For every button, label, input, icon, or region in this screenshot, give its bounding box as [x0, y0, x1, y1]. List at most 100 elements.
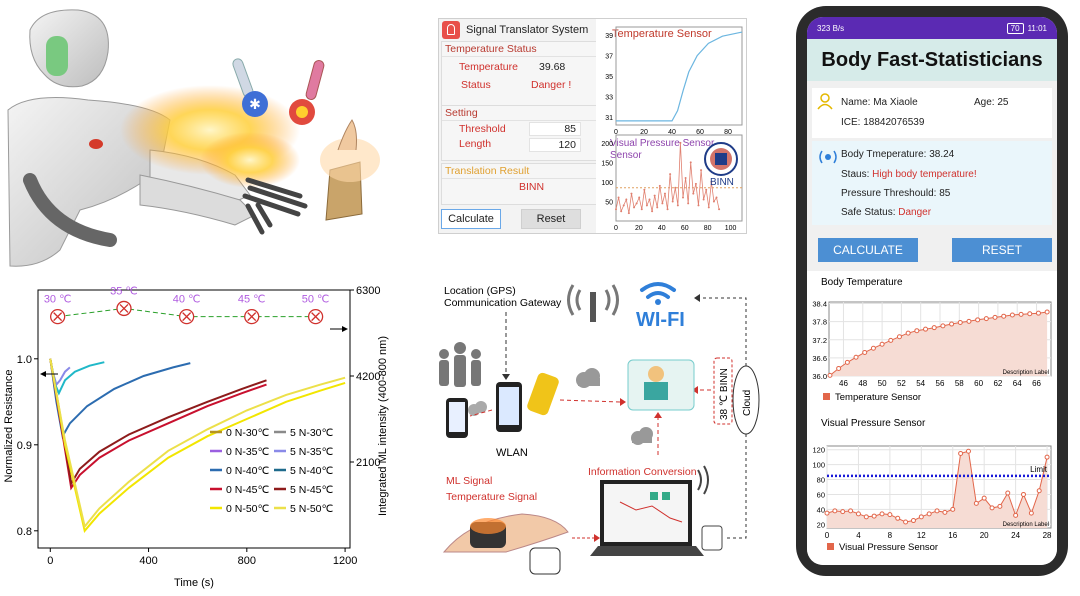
x-tick-label: 50	[878, 379, 887, 388]
pressure-threshold-value: 85	[939, 188, 951, 199]
temp-chart-title: Temperature Sensor	[612, 28, 712, 40]
x-tick-label: 52	[897, 379, 906, 388]
svg-text:✱: ✱	[249, 96, 261, 112]
temperature-marker-label: 30 ℃	[44, 294, 72, 306]
data-point	[934, 508, 940, 514]
pressure-point	[645, 204, 648, 207]
legend-label: 0 N-40℃	[226, 465, 270, 477]
x-tick-label: 60	[696, 129, 704, 136]
status-card: Body Tmeperature: 38.24 Staus: High body…	[812, 141, 1052, 225]
pressure-point	[687, 202, 690, 205]
x-tick-label: 46	[839, 379, 848, 388]
pressure-point	[702, 198, 705, 201]
legend-label: 0 N-30℃	[226, 427, 270, 439]
y2-tick-label: 4200	[356, 371, 380, 383]
data-point	[855, 511, 861, 517]
calculate-button[interactable]: Calculate	[441, 209, 501, 229]
data-point	[1001, 313, 1007, 319]
data-point	[981, 495, 987, 501]
x-tick-label: 40	[658, 225, 666, 232]
temperature-marker-cross	[311, 312, 321, 322]
staus-value: High body temperature!	[872, 169, 977, 180]
data-point	[844, 359, 850, 365]
data-point	[827, 372, 833, 378]
data-point	[848, 508, 854, 514]
temperature-value: 39.68	[539, 61, 566, 73]
legend-label: 5 N-40℃	[290, 465, 334, 477]
legend-swatch	[827, 543, 834, 550]
temperature-marker-cross	[119, 303, 129, 313]
translation-value: BINN	[519, 181, 545, 193]
signal-waves-icon	[697, 465, 709, 495]
x-tick-label: 400	[139, 555, 157, 567]
data-point	[871, 513, 877, 519]
calculate-button[interactable]: CALCULATE	[818, 238, 918, 262]
y-tick-label: 37.2	[812, 336, 827, 345]
data-point	[942, 509, 948, 515]
x-tick-label: 48	[858, 379, 867, 388]
pressure-threshold-label: Pressure Threshould:	[841, 188, 937, 199]
y-tick-label: 33	[605, 94, 613, 101]
x-tick-label: 60	[681, 225, 689, 232]
legend-label: 5 N-50℃	[290, 503, 334, 515]
x-tick-label: 0	[614, 129, 618, 136]
length-input[interactable]: 120	[529, 138, 581, 152]
x-tick-label: 100	[725, 225, 737, 232]
data-point	[1005, 490, 1011, 496]
data-point	[1018, 311, 1024, 317]
x-tick-label: 40	[668, 129, 676, 136]
y-axis-label: Normalized Resistance	[3, 369, 15, 482]
reset-button[interactable]: RESET	[952, 238, 1052, 262]
legend-swatch	[823, 393, 830, 400]
length-label: Length	[459, 138, 492, 150]
area-fill	[829, 312, 1048, 376]
x-tick-label: 54	[916, 379, 925, 388]
axes-frame	[615, 134, 743, 222]
data-point	[853, 354, 859, 360]
x-tick-label: 60	[974, 379, 983, 388]
resistance-ml-chart: 0 400 800 1200 0.8 0.9 1.0 2100 4200 6300 Normali…	[3, 285, 389, 589]
pressure-point	[635, 202, 638, 205]
x-tick-label: 28	[1043, 531, 1052, 540]
pressure-point	[689, 161, 692, 164]
temperature-marker-cross	[247, 312, 257, 322]
data-point	[965, 448, 971, 454]
pressure-point	[648, 198, 651, 201]
broadcast-icon	[819, 150, 837, 164]
data-point	[896, 334, 902, 340]
data-point	[1036, 488, 1042, 494]
data-point	[910, 518, 916, 524]
pressure-point	[692, 192, 695, 195]
threshold-input[interactable]: 85	[529, 122, 581, 136]
body-temp-label: Body Tmeperature:	[841, 149, 927, 160]
reset-button[interactable]: Reset	[521, 209, 581, 229]
y-tick-label: 20	[817, 520, 825, 529]
pressure-point	[707, 206, 710, 209]
user-card: Name: Ma Xiaole Age: 25 ICE: 18842076539	[812, 88, 1052, 138]
temperature-line	[616, 31, 743, 122]
group-header: Translation Result	[442, 164, 596, 179]
snowflake-icon	[242, 91, 268, 117]
y-tick-label: 40	[817, 505, 825, 514]
data-point	[832, 508, 838, 514]
pressure-point	[697, 204, 700, 207]
y-tick-label: 50	[605, 199, 613, 206]
pressure-point	[620, 210, 623, 213]
pressure-point	[712, 200, 715, 203]
gps-label-2: Communication Gateway	[444, 297, 562, 309]
pressure-point	[640, 208, 643, 211]
data-point	[931, 325, 937, 331]
x-tick-label: 0	[47, 555, 53, 567]
pressure-point	[627, 212, 630, 215]
device-icon	[529, 547, 561, 575]
staus-label: Staus:	[841, 169, 870, 180]
y-tick-label: 100	[812, 461, 825, 470]
data-point	[887, 512, 893, 518]
pressure-point	[676, 204, 679, 207]
legend-label: 0 N-35℃	[226, 446, 270, 458]
data-point	[879, 341, 885, 347]
y-tick-label: 120	[812, 446, 825, 455]
titlebar: Signal Translator System	[439, 19, 599, 41]
user-icon	[817, 93, 833, 110]
data-point	[923, 326, 929, 332]
